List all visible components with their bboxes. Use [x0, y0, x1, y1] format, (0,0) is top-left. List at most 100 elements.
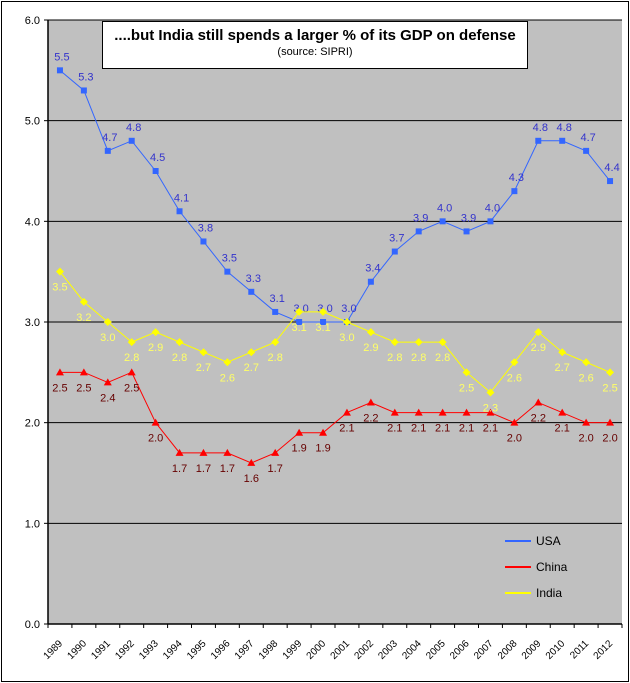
data-label-usa: 5.3 — [78, 71, 93, 83]
x-tick-label: 2000 — [305, 638, 329, 662]
x-tick-label: 2005 — [424, 638, 448, 662]
data-point-china — [582, 418, 591, 426]
data-label-china: 2.0 — [507, 433, 522, 445]
x-tick-label: 1999 — [281, 638, 305, 662]
legend-marker-usa — [505, 540, 531, 542]
x-tick-label: 2012 — [592, 638, 616, 662]
x-tick-label: 2008 — [496, 638, 520, 662]
data-point-india — [510, 358, 519, 367]
data-label-india: 2.3 — [483, 402, 498, 414]
data-label-india: 2.6 — [507, 372, 522, 384]
data-point-usa — [559, 137, 566, 144]
data-label-india: 3.5 — [52, 282, 67, 294]
y-tick-label: 0.0 — [25, 619, 40, 631]
data-label-india: 2.7 — [244, 362, 259, 374]
data-label-usa: 4.7 — [102, 132, 117, 144]
series-china: 2.5 2.5 2.4 2.5 2.0 1.7 1.7 1.7 1.6 1.7 1.9 1.9 2.1 2… — [52, 368, 618, 485]
x-tick-label: 2003 — [376, 638, 400, 662]
data-label-china: 2.1 — [435, 423, 450, 435]
data-label-usa: 3.8 — [198, 222, 213, 234]
data-label-china: 2.1 — [387, 423, 402, 435]
x-tick-label: 1994 — [161, 638, 185, 662]
data-label-india: 2.8 — [268, 352, 283, 364]
data-label-usa: 4.1 — [174, 192, 189, 204]
data-point-india — [558, 348, 567, 357]
legend-label-china: China — [536, 560, 568, 574]
data-label-usa: 3.5 — [222, 253, 237, 265]
x-tick-label: 1992 — [113, 638, 137, 662]
legend: USA China India — [505, 528, 567, 606]
data-label-usa: 4.5 — [150, 152, 165, 164]
data-point-india — [103, 318, 112, 326]
x-tick-label: 1990 — [65, 638, 89, 662]
data-point-usa — [152, 168, 159, 174]
data-point-china — [319, 428, 328, 436]
data-label-india: 3.1 — [291, 322, 306, 334]
data-point-usa — [511, 188, 518, 195]
y-tick-label: 6.0 — [25, 15, 40, 27]
data-label-india: 2.7 — [196, 362, 211, 374]
data-point-india — [319, 307, 328, 316]
data-point-india — [486, 388, 495, 397]
x-tick-label: 1993 — [137, 638, 161, 662]
data-label-usa: 4.8 — [557, 122, 572, 134]
data-point-china — [199, 448, 208, 456]
x-tick-label: 1991 — [89, 638, 113, 662]
data-point-china — [438, 408, 447, 416]
data-point-usa — [224, 268, 231, 275]
data-label-china: 2.5 — [52, 382, 67, 394]
x-tick-label: 2002 — [352, 638, 376, 662]
data-point-usa — [535, 137, 542, 144]
data-label-india: 2.9 — [148, 342, 163, 354]
data-label-china: 2.1 — [339, 423, 354, 435]
data-label-usa: 4.0 — [485, 202, 500, 214]
data-point-china — [175, 448, 184, 456]
data-point-usa — [176, 208, 183, 215]
data-point-india — [223, 358, 232, 367]
y-tick-label: 3.0 — [25, 317, 40, 329]
data-label-india: 2.5 — [602, 382, 617, 394]
data-point-china — [414, 408, 423, 416]
data-label-china: 2.0 — [148, 433, 163, 445]
data-point-china — [103, 378, 112, 386]
data-label-china: 2.1 — [459, 423, 474, 435]
data-label-china: 2.0 — [578, 433, 593, 445]
data-point-india — [606, 368, 615, 377]
data-point-india — [366, 328, 375, 337]
data-label-usa: 3.7 — [389, 233, 404, 245]
x-tick-label: 1989 — [42, 638, 66, 662]
data-point-china — [534, 398, 543, 406]
data-point-india — [271, 338, 280, 347]
data-label-india: 2.9 — [531, 342, 546, 354]
data-point-india — [55, 267, 64, 276]
y-tick-label: 4.0 — [25, 216, 40, 228]
data-label-india: 2.5 — [459, 382, 474, 394]
data-label-china: 2.2 — [531, 413, 546, 425]
data-label-china: 2.4 — [100, 392, 115, 404]
data-label-usa: 4.7 — [580, 132, 595, 144]
data-label-china: 2.5 — [124, 382, 139, 394]
data-label-china: 1.6 — [244, 473, 259, 485]
data-label-china: 2.1 — [411, 423, 426, 435]
legend-label-india: India — [536, 586, 563, 600]
data-label-india: 2.7 — [555, 362, 570, 374]
data-label-india: 2.8 — [172, 352, 187, 364]
x-tick-label: 1996 — [209, 638, 233, 662]
chart-title-box: ....but India still spends a larger % of… — [102, 21, 528, 69]
data-label-usa: 3.9 — [461, 212, 476, 224]
data-label-india: 2.6 — [220, 372, 235, 384]
y-tick-label: 2.0 — [25, 418, 40, 430]
x-tick-label: 2007 — [472, 638, 496, 662]
data-point-china — [606, 418, 615, 426]
y-tick-label: 5.0 — [25, 116, 40, 128]
data-label-usa: 5.5 — [54, 51, 69, 63]
data-point-china — [127, 368, 136, 376]
data-point-india — [534, 328, 543, 337]
data-label-china: 1.7 — [172, 463, 187, 475]
data-label-china: 1.9 — [291, 443, 306, 455]
data-point-usa — [320, 319, 327, 325]
data-point-india — [438, 338, 447, 347]
data-label-china: 2.5 — [76, 382, 91, 394]
data-point-usa — [104, 147, 111, 154]
legend-item-china: China — [505, 554, 567, 580]
